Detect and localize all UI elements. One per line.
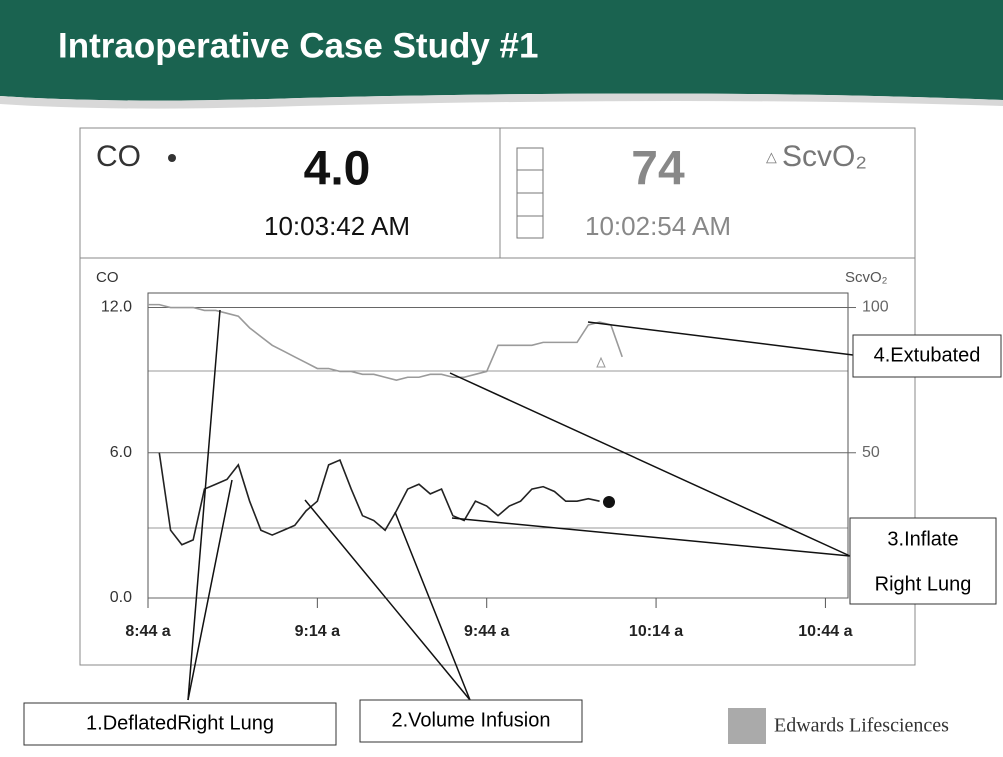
- y2-tick-label: 50: [862, 444, 880, 461]
- co-value: 4.0: [304, 143, 371, 196]
- data-line: [148, 303, 623, 381]
- x-tick-label: 10:14 a: [629, 623, 683, 640]
- annotation-box: [359, 699, 583, 743]
- co-dot: [168, 154, 176, 162]
- annotation: 1.DeflatedRight Lung: [86, 712, 274, 734]
- annotation-box: [23, 702, 337, 746]
- y-axis-label: CO: [96, 269, 119, 286]
- header-edge: [0, 93, 1003, 109]
- y2-axis-label: ScvO₂: [845, 269, 888, 286]
- co-end-marker: [603, 496, 615, 508]
- x-tick-label: 8:44 a: [125, 623, 170, 640]
- logo-icon: [728, 708, 766, 744]
- scvo2-label: ScvO₂: [782, 140, 867, 173]
- delta-icon: △: [766, 149, 777, 165]
- annotation: Right Lung: [875, 573, 972, 595]
- monitor-frame: [79, 127, 916, 666]
- y-tick-label: 6.0: [110, 444, 132, 461]
- bar-indicator: [516, 147, 544, 239]
- plot-frame: [147, 292, 849, 599]
- scvo2-end-marker: [596, 356, 606, 368]
- y-tick-label: 12.0: [101, 299, 132, 316]
- y2-tick-label: 100: [862, 299, 889, 316]
- y-tick-label: 0.0: [110, 589, 132, 606]
- scvo2-value: 74: [631, 143, 685, 196]
- data-line: [158, 452, 600, 546]
- annotation: 2.Volume Infusion: [392, 709, 551, 731]
- annotation-box: [852, 334, 1002, 378]
- co-label: CO: [96, 140, 141, 173]
- x-tick-label: 9:44 a: [464, 623, 509, 640]
- slide-title: Intraoperative Case Study #1: [58, 26, 538, 65]
- x-tick-label: 9:14 a: [295, 623, 340, 640]
- arrows: [187, 309, 854, 701]
- x-tick-label: 10:44 a: [798, 623, 852, 640]
- header-band: [0, 0, 1003, 101]
- logo-text: Edwards Lifesciences: [774, 715, 949, 737]
- annotation: 4.Extubated: [874, 344, 981, 366]
- annotation-box: [849, 517, 997, 605]
- scvo2-time: 10:02:54 AM: [585, 211, 731, 241]
- co-time: 10:03:42 AM: [264, 211, 410, 241]
- annotation: 3.Inflate: [887, 528, 958, 550]
